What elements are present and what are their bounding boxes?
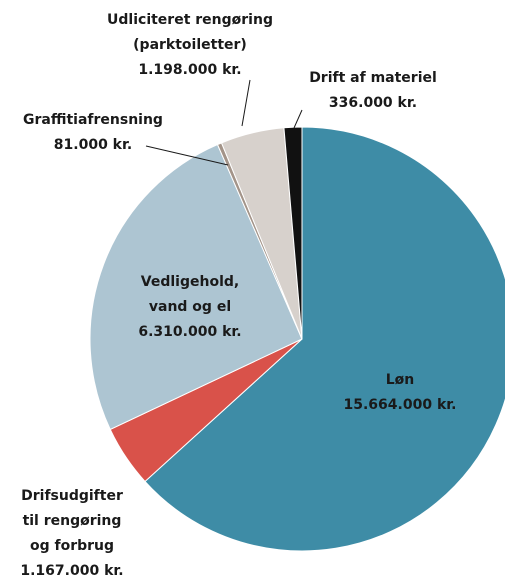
value-label: 1.167.000 kr. <box>20 563 123 579</box>
slice-label: Løn <box>386 372 415 388</box>
slice-label: Udliciteret rengøring <box>107 12 273 28</box>
slice-label: til rengøring <box>23 513 122 529</box>
leader-line <box>241 79 251 127</box>
slice-label: vand og el <box>149 299 231 315</box>
pie-slice <box>283 126 303 340</box>
value-label: 81.000 kr. <box>54 137 132 153</box>
slice-label: og forbrug <box>30 538 114 554</box>
slice-label: Drifsudgifter <box>21 488 123 504</box>
value-label: 336.000 kr. <box>329 95 417 111</box>
pie-slice <box>144 126 505 552</box>
value-label: 15.664.000 kr. <box>344 397 457 413</box>
slice-label: (parktoiletter) <box>133 37 247 53</box>
slice-label: Graffitiafrensning <box>23 112 163 128</box>
slice-label: Vedligehold, <box>141 274 239 290</box>
slice-label: Drift af materiel <box>309 70 437 86</box>
value-label: 6.310.000 kr. <box>138 324 241 340</box>
leader-line <box>145 145 229 166</box>
value-label: 1.198.000 kr. <box>138 62 241 78</box>
leader-line <box>293 109 303 129</box>
pie-slice <box>89 143 303 431</box>
